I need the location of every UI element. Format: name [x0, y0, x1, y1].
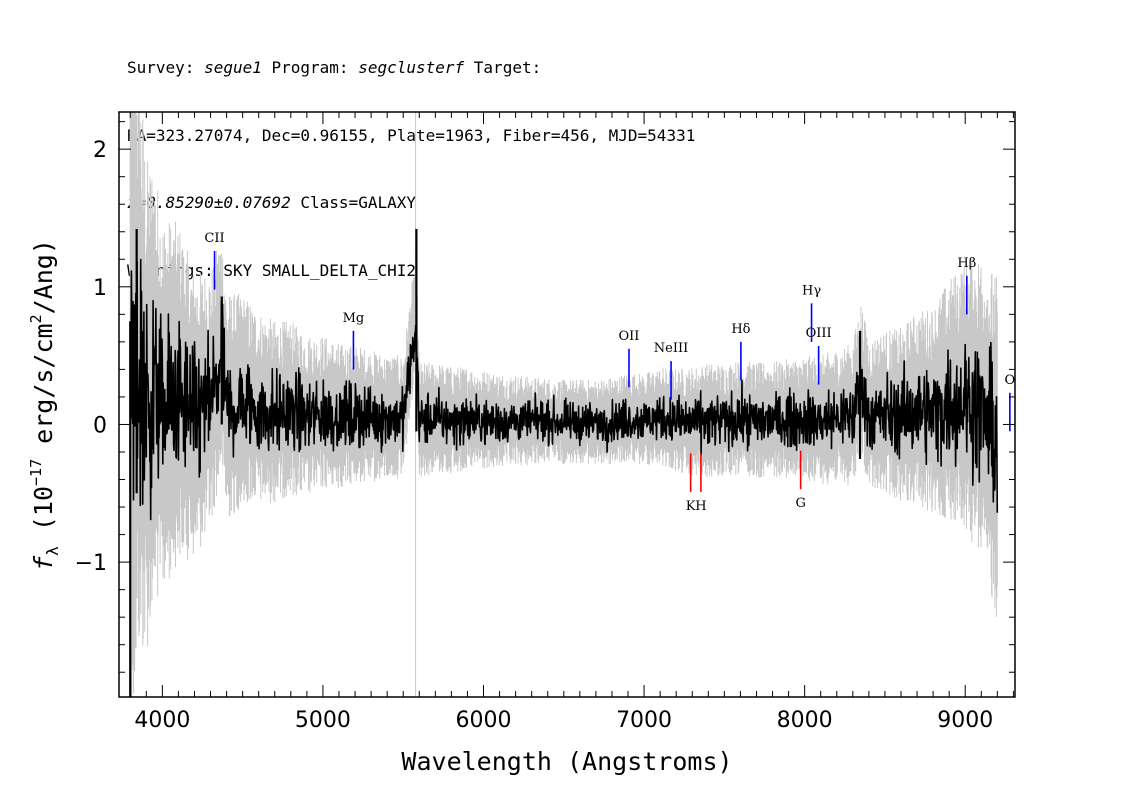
x-tick-label: 9000 — [937, 708, 993, 733]
y-title-open: (10 — [29, 486, 58, 546]
x-axis-title: Wavelength (Angstroms) — [401, 747, 732, 776]
plot-frame — [118, 111, 1016, 698]
line-marker-label: G — [795, 496, 805, 511]
x-tick-label: 8000 — [777, 708, 833, 733]
line-marker-label: Hβ — [957, 256, 976, 271]
survey-value: segue1 — [204, 58, 262, 77]
y-title-lambda: λ — [43, 546, 62, 556]
line-marker-label: K — [686, 499, 696, 514]
line-marker-emission: OIII — [806, 326, 832, 385]
y-title-mid: erg/s/cm — [29, 323, 58, 458]
y-title-f: f — [29, 555, 58, 571]
line-marker-emission: OII — [619, 329, 640, 388]
y-title-exp1: −17 — [27, 459, 45, 486]
x-tick-label: 7000 — [616, 708, 672, 733]
line-marker-absorption: G — [795, 450, 806, 511]
y-axis: −1 0 1 2 — [75, 121, 1015, 673]
line-marker-label: H — [695, 499, 706, 514]
y-tick-label: 2 — [93, 138, 107, 163]
x-tick-label: 4000 — [134, 708, 190, 733]
line-marker-label: Hγ — [802, 283, 821, 298]
line-marker-emission: O — [1005, 373, 1016, 432]
line-marker-absorption: H — [695, 453, 707, 514]
x-axis: 4000 5000 6000 7000 8000 9000 — [129, 112, 1014, 733]
header-line-coordinates: RA=323.27074, Dec=0.96155, Plate=1963, F… — [127, 125, 696, 145]
y-tick-label: 1 — [93, 276, 107, 301]
y-axis-title: fλ (10−17 erg/s/cm2/Ang) — [27, 239, 62, 571]
class-value: Class=GALAXY — [290, 193, 416, 212]
y-title-close: /Ang) — [29, 239, 58, 314]
survey-label: Survey: — [127, 58, 205, 77]
y-title-exp2: 2 — [27, 314, 45, 323]
plot-content: CII Mg OII NeIII Hδ Hγ OIII Hβ O K H G — [129, 112, 1016, 697]
y-tick-label: −1 — [75, 551, 107, 576]
line-marker-emission: NeIII — [654, 341, 688, 400]
flux-line — [129, 258, 999, 521]
line-marker-label: CII — [204, 231, 224, 246]
line-marker-emission: Hβ — [957, 256, 976, 315]
line-marker-emission: CII — [204, 231, 225, 290]
spectrum-header: Survey: segue1 Program: segclusterf Targ… — [127, 12, 695, 305]
x-tick-label: 6000 — [456, 708, 512, 733]
target-label: Target: — [464, 58, 542, 77]
line-marker-label: NeIII — [654, 341, 688, 356]
line-marker-emission: Hγ — [802, 283, 821, 342]
line-marker-label: O — [1005, 373, 1016, 388]
line-marker-label: OIII — [806, 326, 832, 341]
x-tick-label: 5000 — [295, 708, 351, 733]
line-marker-absorption: K — [686, 453, 696, 514]
line-marker-label: Hδ — [731, 322, 750, 337]
program-label: Program: — [261, 58, 359, 77]
program-value: segclusterf — [358, 58, 465, 77]
header-line-redshift: z=0.85290±0.07692 Class=GALAXY — [127, 192, 695, 215]
line-marker-label: OII — [619, 329, 640, 344]
redshift-value: z=0.85290±0.07692 — [127, 193, 291, 212]
line-marker-emission: Mg — [343, 311, 365, 370]
line-marker-emission: Hδ — [731, 322, 751, 381]
header-line-survey: Survey: segue1 Program: segclusterf Targ… — [127, 57, 695, 80]
line-marker-label: Mg — [343, 311, 365, 326]
y-tick-label: 0 — [93, 413, 107, 438]
